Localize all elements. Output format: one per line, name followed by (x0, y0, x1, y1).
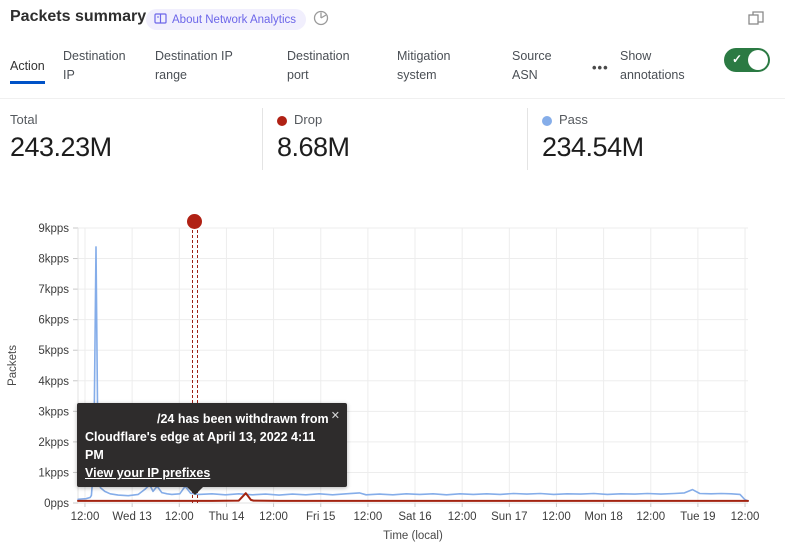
drop-legend-dot (277, 115, 287, 126)
svg-text:12:00: 12:00 (354, 511, 383, 523)
pop-out-icon[interactable] (748, 10, 765, 26)
svg-text:5kpps: 5kpps (38, 345, 69, 357)
tab-source-asn[interactable]: Source ASN (512, 49, 552, 82)
stat-drop-label: Drop (294, 112, 323, 127)
dimension-tabs: Action Destination IP Destination IP ran… (0, 42, 785, 99)
about-badge-label: About Network Analytics (172, 13, 297, 26)
svg-text:4kpps: 4kpps (38, 376, 69, 388)
svg-text:Packets: Packets (7, 345, 19, 386)
tab-mitigation-system[interactable]: Mitigation system (397, 49, 451, 82)
view-ip-prefixes-link[interactable]: View your IP prefixes (85, 466, 211, 480)
tab-destination-ip-range[interactable]: Destination IP range (155, 49, 233, 82)
svg-text:3kpps: 3kpps (38, 406, 69, 418)
annotation-text-line2: Cloudflare's edge at April 13, 2022 4:11… (85, 430, 316, 462)
show-annotations-label: Show annotations (620, 49, 685, 82)
stat-pass-value: 234.54M (542, 132, 644, 162)
stat-total: Total 243.23M (10, 112, 112, 163)
stat-total-value: 243.23M (10, 132, 112, 162)
svg-text:7kpps: 7kpps (38, 284, 69, 296)
stats-divider (527, 108, 528, 170)
toggle-knob (748, 50, 768, 70)
svg-text:12:00: 12:00 (636, 511, 665, 523)
page-title: Packets summary (10, 8, 147, 25)
svg-text:12:00: 12:00 (731, 511, 760, 523)
svg-text:12:00: 12:00 (71, 511, 100, 523)
tooltip-caret (186, 487, 203, 495)
svg-text:Sun 17: Sun 17 (491, 511, 527, 523)
tab-action[interactable]: Action (10, 57, 45, 84)
book-icon (154, 12, 167, 27)
svg-text:12:00: 12:00 (448, 511, 477, 523)
about-network-analytics-badge[interactable]: About Network Analytics (146, 9, 307, 30)
show-annotations-toggle[interactable]: ✓ (724, 48, 770, 72)
stat-pass-label: Pass (559, 112, 588, 127)
svg-text:12:00: 12:00 (542, 511, 571, 523)
stats-divider (262, 108, 263, 170)
svg-text:6kpps: 6kpps (38, 315, 69, 327)
svg-text:8kpps: 8kpps (38, 254, 69, 266)
svg-text:Time (local): Time (local) (383, 530, 443, 542)
svg-text:Sat 16: Sat 16 (398, 511, 431, 523)
svg-text:12:00: 12:00 (259, 511, 288, 523)
svg-text:Thu 14: Thu 14 (209, 511, 245, 523)
summary-stats: Total 243.23M Drop 8.68M Pass 234.54M (0, 100, 785, 180)
annotation-tooltip: ✕ /24 has been withdrawn from Cloudflare… (77, 403, 347, 495)
svg-text:Fri 15: Fri 15 (306, 511, 335, 523)
annotation-text-line1: /24 has been withdrawn from (157, 412, 329, 426)
svg-text:12:00: 12:00 (165, 511, 194, 523)
check-icon: ✓ (732, 52, 743, 66)
annotation-marker-dot[interactable] (187, 214, 203, 229)
svg-text:1kpps: 1kpps (38, 467, 69, 479)
pass-legend-dot (542, 115, 552, 126)
stat-total-label: Total (10, 112, 38, 127)
svg-text:0pps: 0pps (44, 498, 69, 510)
stat-drop-value: 8.68M (277, 132, 350, 162)
packets-time-series-chart: 0pps 1kpps 2kpps 3kpps 4kpps 5kpps 6kpps 7kpps 8… (0, 200, 785, 555)
tab-action-label: Action (10, 57, 45, 84)
stat-pass: Pass 234.54M (542, 112, 644, 163)
chart-canvas: 0pps 1kpps 2kpps 3kpps 4kpps 5kpps 6kpps 7kpps 8… (7, 223, 760, 542)
annotation-dashed-line (191, 230, 198, 503)
more-tabs-button[interactable]: ••• (592, 60, 609, 75)
tab-destination-port[interactable]: Destination port (287, 49, 350, 82)
tab-destination-ip[interactable]: Destination IP (63, 49, 126, 82)
close-icon[interactable]: ✕ (330, 410, 340, 422)
svg-text:Mon 18: Mon 18 (584, 511, 622, 523)
svg-text:Wed 13: Wed 13 (112, 511, 151, 523)
svg-text:9kpps: 9kpps (38, 223, 69, 235)
stat-drop: Drop 8.68M (277, 112, 350, 163)
svg-text:Tue 19: Tue 19 (680, 511, 715, 523)
svg-text:2kpps: 2kpps (38, 437, 69, 449)
time-range-icon (313, 10, 329, 26)
